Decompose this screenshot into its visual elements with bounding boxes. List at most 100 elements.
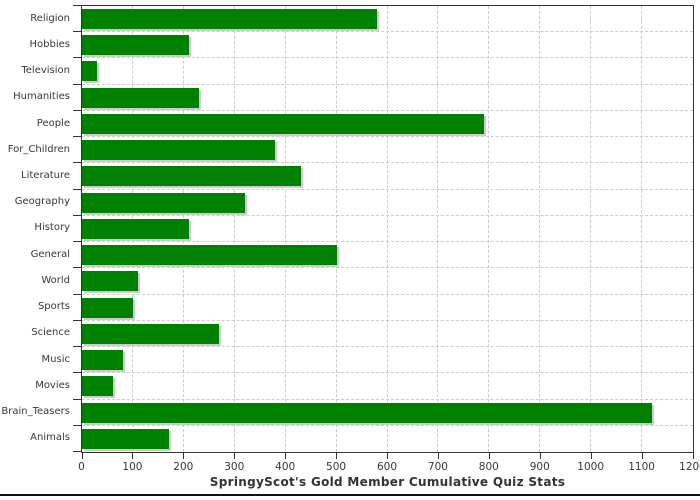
bar-animals bbox=[82, 428, 169, 449]
value-axis-tick bbox=[437, 453, 439, 459]
category-label-hobbies: Hobbies bbox=[29, 38, 70, 50]
category-axis-tick bbox=[73, 84, 81, 85]
value-axis-label-100: 100 bbox=[122, 461, 143, 473]
horizontal-gridline bbox=[82, 319, 693, 321]
bar-movies bbox=[82, 376, 113, 397]
category-label-world: World bbox=[41, 274, 70, 286]
value-axis-tick bbox=[132, 453, 134, 459]
value-axis-label-600: 600 bbox=[376, 461, 398, 473]
bar-literature bbox=[82, 166, 301, 187]
vertical-gridline bbox=[335, 6, 337, 452]
category-axis-tick bbox=[73, 451, 81, 452]
category-label-religion: Religion bbox=[30, 12, 70, 24]
value-axis-tick bbox=[234, 453, 236, 459]
category-axis-tick bbox=[73, 110, 81, 111]
category-label-geography: Geography bbox=[14, 196, 70, 208]
bar-sports bbox=[82, 297, 133, 318]
category-axis-tick bbox=[73, 57, 81, 58]
value-axis-tick bbox=[488, 453, 490, 459]
category-axis-tick bbox=[73, 241, 81, 242]
bar-people bbox=[82, 113, 485, 134]
value-axis-label-800: 800 bbox=[478, 461, 499, 473]
horizontal-gridline bbox=[82, 83, 693, 85]
vertical-gridline bbox=[488, 6, 490, 452]
category-label-history: History bbox=[34, 222, 70, 234]
horizontal-gridline bbox=[82, 188, 693, 190]
vertical-gridline bbox=[437, 6, 439, 452]
chart-title: SpringyScot's Gold Member Cumulative Qui… bbox=[209, 475, 566, 489]
category-label-music: Music bbox=[41, 353, 70, 365]
category-axis-tick bbox=[73, 5, 81, 6]
value-axis-label-900: 900 bbox=[529, 461, 550, 473]
horizontal-gridline bbox=[82, 109, 693, 111]
horizontal-gridline bbox=[82, 31, 693, 33]
category-label-brain_teasers: Brain_Teasers bbox=[1, 406, 70, 418]
value-axis-label-1000: 1000 bbox=[577, 461, 605, 473]
bar-history bbox=[82, 218, 189, 239]
vertical-gridline bbox=[590, 6, 592, 452]
bar-world bbox=[82, 271, 138, 292]
horizontal-gridline bbox=[82, 267, 693, 269]
bar-humanities bbox=[82, 87, 200, 108]
vertical-gridline bbox=[539, 6, 541, 452]
value-axis-label-700: 700 bbox=[427, 461, 448, 473]
bar-geography bbox=[82, 192, 245, 213]
value-axis-label-300: 300 bbox=[224, 461, 245, 473]
value-axis-label-200: 200 bbox=[173, 461, 194, 473]
bar-television bbox=[82, 61, 98, 82]
value-axis-tick bbox=[641, 453, 643, 459]
category-axis-tick bbox=[73, 162, 81, 163]
bar-hobbies bbox=[82, 35, 189, 56]
bar-for_children bbox=[82, 140, 276, 161]
horizontal-gridline bbox=[82, 136, 693, 138]
horizontal-gridline bbox=[82, 57, 693, 59]
category-axis-tick bbox=[73, 215, 81, 216]
vertical-gridline bbox=[284, 6, 286, 452]
category-label-humanities: Humanities bbox=[13, 91, 70, 103]
bar-science bbox=[82, 323, 220, 344]
value-axis-label-500: 500 bbox=[326, 461, 347, 473]
category-label-science: Science bbox=[31, 327, 70, 339]
horizontal-gridline bbox=[82, 214, 693, 216]
vertical-gridline bbox=[641, 6, 643, 452]
category-axis-tick bbox=[73, 399, 81, 400]
bar-music bbox=[82, 350, 123, 371]
category-label-people: People bbox=[36, 117, 70, 129]
value-axis-tick bbox=[183, 453, 185, 459]
horizontal-gridline bbox=[82, 293, 693, 295]
bottom-divider bbox=[0, 494, 700, 496]
bar-religion bbox=[82, 9, 378, 29]
value-axis-label-400: 400 bbox=[275, 461, 296, 473]
category-label-sports: Sports bbox=[37, 301, 70, 313]
bar-brain_teasers bbox=[82, 402, 653, 423]
bar-general bbox=[82, 245, 337, 266]
value-axis-tick bbox=[81, 453, 83, 459]
value-axis-tick bbox=[336, 453, 338, 459]
category-axis-tick bbox=[73, 31, 81, 32]
value-axis-label-1200: 1200 bbox=[679, 461, 700, 473]
value-axis-tick bbox=[387, 453, 388, 459]
horizontal-gridline bbox=[82, 241, 693, 243]
horizontal-gridline bbox=[82, 372, 693, 374]
category-axis-tick bbox=[73, 372, 81, 373]
category-axis-tick bbox=[73, 136, 81, 137]
category-label-animals: Animals bbox=[30, 432, 70, 444]
value-axis-tick bbox=[539, 453, 541, 459]
category-label-television: Television bbox=[21, 65, 70, 77]
category-axis-tick bbox=[73, 267, 81, 268]
category-axis-tick bbox=[73, 189, 81, 190]
value-axis-tick bbox=[590, 453, 592, 459]
category-label-literature: Literature bbox=[21, 170, 70, 182]
vertical-gridline bbox=[233, 6, 235, 452]
category-label-movies: Movies bbox=[35, 379, 70, 391]
value-axis-tick bbox=[285, 453, 287, 459]
horizontal-gridline bbox=[82, 424, 693, 426]
category-label-for_children: For_Children bbox=[7, 143, 70, 155]
category-axis-tick bbox=[73, 320, 81, 321]
vertical-gridline bbox=[386, 6, 388, 452]
plot-area bbox=[81, 5, 694, 453]
value-axis-label-1100: 1100 bbox=[628, 461, 655, 473]
horizontal-gridline bbox=[82, 398, 693, 400]
value-axis-tick bbox=[692, 453, 694, 459]
